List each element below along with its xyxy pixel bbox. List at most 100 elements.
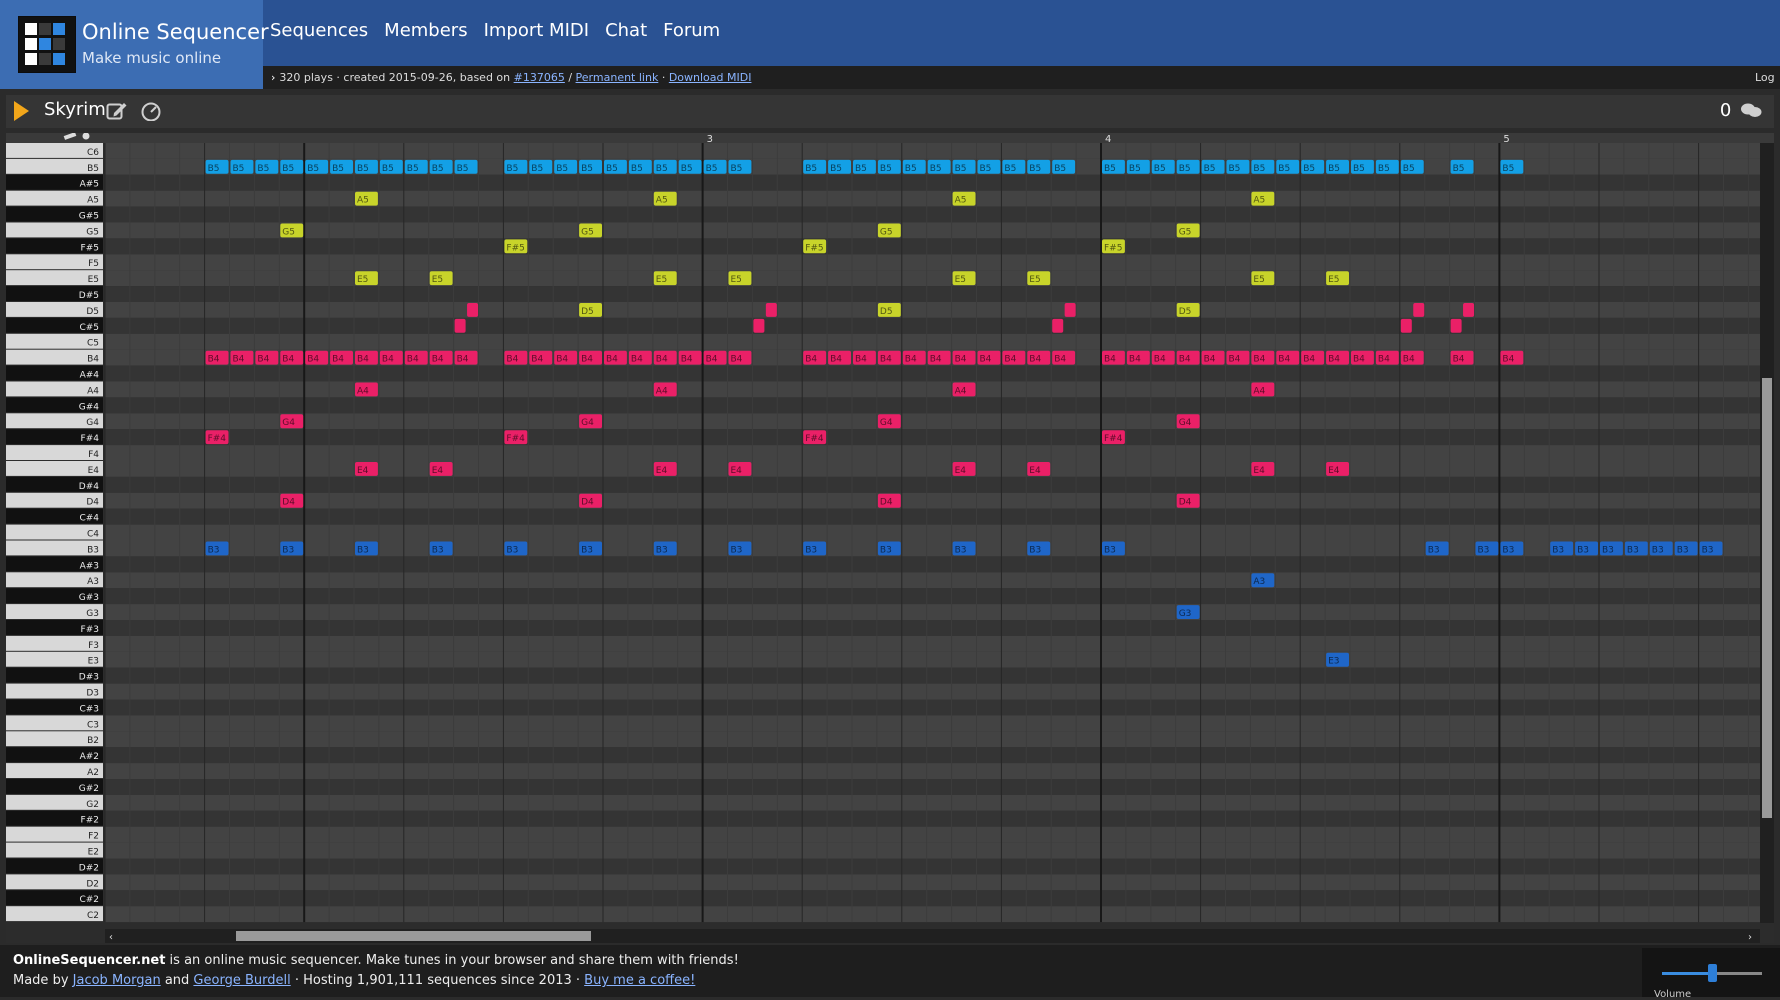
note[interactable] <box>952 271 976 286</box>
note[interactable] <box>1575 541 1598 556</box>
white-key[interactable] <box>6 270 103 286</box>
note[interactable] <box>504 159 528 174</box>
note[interactable] <box>1351 350 1374 365</box>
permanent-link[interactable]: Permanent link <box>575 71 659 84</box>
note[interactable] <box>1326 159 1349 174</box>
note[interactable] <box>902 159 926 174</box>
note[interactable] <box>977 159 1001 174</box>
grid-row[interactable] <box>105 588 1760 605</box>
grid-row[interactable] <box>105 890 1760 907</box>
note[interactable] <box>429 350 453 365</box>
horizontal-scroll-thumb[interactable] <box>236 931 591 941</box>
note[interactable] <box>579 350 602 365</box>
black-key[interactable] <box>6 667 103 683</box>
note[interactable] <box>653 271 677 286</box>
note[interactable] <box>877 223 901 238</box>
nav-chat[interactable]: Chat <box>605 20 648 41</box>
black-key[interactable] <box>6 206 103 222</box>
grid-row[interactable] <box>105 763 1760 779</box>
note[interactable] <box>1500 159 1524 174</box>
note[interactable] <box>678 159 702 174</box>
note[interactable] <box>280 493 304 508</box>
note[interactable] <box>1027 271 1051 286</box>
note[interactable] <box>1450 159 1474 174</box>
play-icon[interactable] <box>14 101 29 121</box>
note[interactable] <box>1351 159 1374 174</box>
buy-coffee-link[interactable]: Buy me a coffee! <box>584 973 696 988</box>
grid-row[interactable] <box>105 461 1760 477</box>
note[interactable] <box>604 159 627 174</box>
black-key[interactable] <box>6 556 103 572</box>
note[interactable] <box>205 350 229 365</box>
note[interactable] <box>1102 430 1125 445</box>
note[interactable] <box>429 159 453 174</box>
white-key[interactable] <box>6 158 103 174</box>
note[interactable] <box>1326 350 1349 365</box>
grid-row[interactable] <box>105 620 1760 636</box>
note[interactable] <box>205 159 229 174</box>
note[interactable] <box>653 382 677 397</box>
grid-row[interactable] <box>105 286 1760 302</box>
grid-row[interactable] <box>105 651 1760 668</box>
note[interactable] <box>1326 462 1349 476</box>
note[interactable] <box>1176 493 1200 508</box>
note[interactable] <box>579 414 602 429</box>
note[interactable] <box>305 350 329 365</box>
grid-row[interactable] <box>105 858 1760 875</box>
note[interactable] <box>1326 652 1349 667</box>
based-on-link[interactable]: #137065 <box>513 71 565 84</box>
nav-sequences[interactable]: Sequences <box>270 20 369 41</box>
note[interactable] <box>1002 159 1026 174</box>
note[interactable] <box>828 159 851 174</box>
note[interactable] <box>330 350 353 365</box>
grid-row[interactable] <box>105 508 1760 525</box>
grid-row[interactable] <box>105 365 1760 382</box>
note[interactable] <box>1151 350 1175 365</box>
vertical-scroll-thumb[interactable] <box>1762 378 1772 818</box>
note[interactable] <box>1176 605 1200 619</box>
note[interactable] <box>379 159 403 174</box>
note[interactable] <box>803 239 827 254</box>
grid-row[interactable] <box>105 254 1760 271</box>
black-key[interactable] <box>6 286 103 301</box>
note[interactable] <box>952 541 976 556</box>
note[interactable] <box>803 430 827 445</box>
note[interactable] <box>1251 382 1275 397</box>
grid-row[interactable] <box>105 731 1760 748</box>
grid-row[interactable] <box>105 381 1760 398</box>
note[interactable] <box>927 350 951 365</box>
note[interactable] <box>1102 239 1125 254</box>
site-title[interactable]: Online Sequencer <box>82 20 269 44</box>
note[interactable] <box>803 159 827 174</box>
note[interactable] <box>1400 159 1424 174</box>
note[interactable] <box>1052 318 1064 333</box>
note[interactable] <box>1027 350 1051 365</box>
note[interactable] <box>579 159 602 174</box>
note[interactable] <box>877 541 901 556</box>
black-key[interactable] <box>6 620 103 635</box>
grid-row[interactable] <box>105 667 1760 684</box>
white-key[interactable] <box>6 715 103 731</box>
black-key[interactable] <box>6 810 103 826</box>
note[interactable] <box>1176 414 1200 429</box>
note[interactable] <box>1276 350 1300 365</box>
note[interactable] <box>1375 350 1399 365</box>
note[interactable] <box>205 541 229 556</box>
grid-row[interactable] <box>105 222 1760 239</box>
note[interactable] <box>604 350 627 365</box>
piano-roll[interactable]: C6 B5 A#5 A5 G#5 G5 F#5 F5 E5 D#5 D5 C#5 C5 B4 A#4 A4 G#… <box>6 132 1774 943</box>
black-key[interactable] <box>6 317 103 333</box>
grid-row[interactable] <box>105 445 1760 461</box>
note[interactable] <box>828 350 851 365</box>
note[interactable] <box>355 462 378 476</box>
note[interactable] <box>355 271 378 286</box>
note[interactable] <box>467 303 479 317</box>
white-key[interactable] <box>6 572 103 588</box>
grid-row[interactable] <box>105 413 1760 430</box>
note[interactable] <box>1326 271 1349 286</box>
grid-row[interactable] <box>105 556 1760 573</box>
note[interactable] <box>529 350 553 365</box>
note[interactable] <box>1251 462 1275 476</box>
note[interactable] <box>1624 541 1648 556</box>
note[interactable] <box>1102 350 1125 365</box>
